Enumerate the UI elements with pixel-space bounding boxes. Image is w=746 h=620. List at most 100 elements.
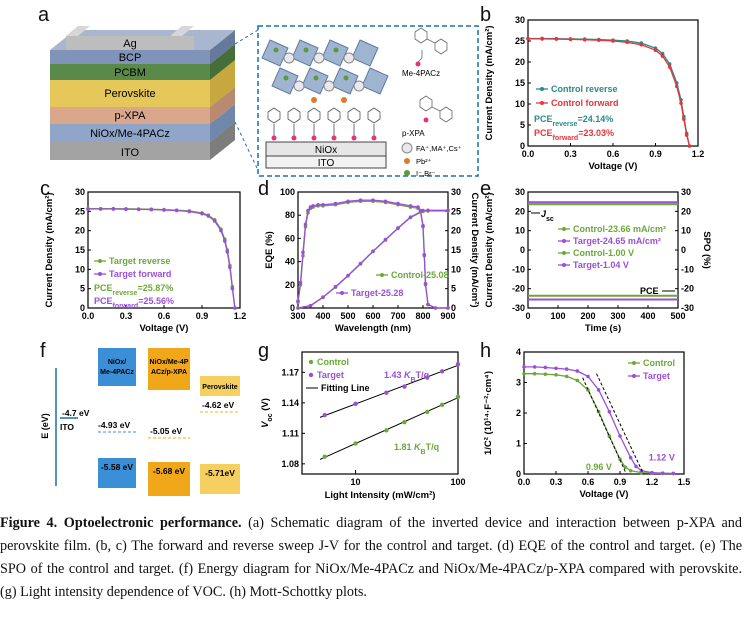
x-tick-label: 0.0 [518,477,531,487]
series-h0-point [623,465,628,470]
x-tick-label: 400 [315,311,330,321]
y-tick-label: 100 [280,187,295,197]
series-d3-point [346,273,350,278]
x-tick-label: 800 [415,311,430,321]
series-d1-point [408,204,413,208]
series-c1-point [219,228,223,233]
legend-h1-marker [632,374,636,378]
series-g1-point [384,390,389,395]
series-h1-point [650,470,654,475]
series-h0-point [532,371,537,376]
series-c1-point [86,207,90,211]
y-tick-label: 5 [80,284,85,294]
box-perovskite-cb [200,376,240,396]
series-d1-point [396,201,400,206]
layer-bcp [50,50,210,64]
ito-wf-label: -4.7 eV [62,408,90,418]
y-tick-label: 20 [515,206,525,216]
series-h1-point [660,471,665,475]
legend-g0-marker [308,359,314,365]
series-d1-point [333,201,338,206]
y-tick-label: 60 [285,233,295,243]
series-g0-point [402,419,407,425]
layer-pcbm [50,64,210,80]
y-tick-label: 5 [520,120,525,130]
panel-label-c: c [40,178,50,200]
zoom-box [257,25,479,177]
series-d3-point [296,306,300,310]
pce-c-reverse: PCEreverse=25.87% [94,283,173,297]
chart-h: 0.0 0.3 0.6 0.9 1.2 1.5 0 1 2 3 4 Voltage (V) 1/C² (… [483,347,690,500]
series-d1-point [358,198,363,202]
legend-pb-icon [404,158,410,164]
x-tick-label: 300 [610,311,625,321]
y2-tick-label: 10 [451,264,461,274]
x-axis-label: Light Intensity (mW/cm²) [325,490,436,501]
y-axis-label: 1/C² (10¹⁴·F⁻²·cm⁴) [483,371,494,455]
level-2-label: -5.05 eV [150,426,182,436]
y-tick-label: 30 [515,15,525,25]
series-c1-point [111,207,116,211]
device-schematic: Ag BCP PCBM Perovskite p-XPA NiOx/Me-4PA… [50,25,479,178]
legend-e3-marker [562,263,566,267]
series-c1-point [98,207,103,211]
y2-axis-label: Current Density (mA/cm²) [469,192,480,307]
svg-text:NiOx/Me-4PACz: NiOx/Me-4PACz [90,128,170,140]
series-b1-point [667,65,672,69]
legend-e2-marker [562,251,566,255]
fit-h-control [582,377,627,475]
series-d3-point [446,208,450,213]
series-d3-point [421,208,425,213]
y2-tick-label: 30 [451,187,461,197]
y-tick-label: 20 [75,226,85,236]
vfb-target: 1.12 V [649,452,675,462]
x-axis-label: Wavelength (nm) [335,323,411,334]
y2-tick-label: -10 [681,264,694,274]
series-b1-point [611,39,615,43]
panel-label-a: a [38,4,50,26]
caption-lead: Figure 4. Optoelectronic performance. [0,515,242,531]
series-c1-point [124,207,128,212]
series-g0-point [353,441,358,446]
chart-d: 300 400 500 600 700 800 9000204060801000510152… [264,187,480,334]
vb-2-label: -5.68 eV [153,466,185,476]
x-tick-label: 10 [351,477,361,487]
y-axis-label: Voc (V) [260,398,274,428]
box-label-1b: Me-4PACz [100,369,134,376]
box-label-2b: ACz/p-XPA [151,369,187,376]
x-tick-label: 0.6 [607,149,620,159]
series-b1-point [687,144,692,148]
series-g0-point [439,402,445,408]
series-c1-point [149,207,154,212]
series-d1-point [298,280,303,285]
y-tick-label: -20 [512,284,525,294]
series-d3-point [383,237,388,242]
series-g0-point [322,454,327,459]
series-h0-point [618,457,622,461]
series-c1-point [206,214,211,218]
x-tick-label: 500 [670,311,685,321]
series-b1-point [540,37,544,41]
fit-h-target [596,373,644,475]
y-tick-label: 40 [285,257,295,267]
series-g0-point [384,428,389,433]
chart-e: 0 100 200 300 400 500-30-20-100102030-30-20-1… [484,187,712,334]
panel-label-e: e [480,178,492,200]
series-c1-point [212,219,217,223]
series-h1-point [607,409,612,414]
series-b1-point [597,38,601,42]
box-label-1a: NiOx/ [108,359,126,366]
svg-text:p-XPA: p-XPA [115,110,147,122]
legend-halide-icon [404,170,410,176]
series-d1-point [306,208,310,213]
panel-label-d: d [258,178,270,200]
series-d1-line [297,199,448,309]
svg-text:I⁻,Br⁻: I⁻,Br⁻ [416,169,436,178]
series-d3-point [371,249,375,253]
series-b1-point [653,48,658,53]
legend-cation-icon [401,142,413,154]
y-tick-label: 1.17 [281,367,299,377]
series-b1-point [582,37,587,42]
series-b1-point [660,54,665,58]
x-axis-label: Voltage (V) [580,489,629,500]
